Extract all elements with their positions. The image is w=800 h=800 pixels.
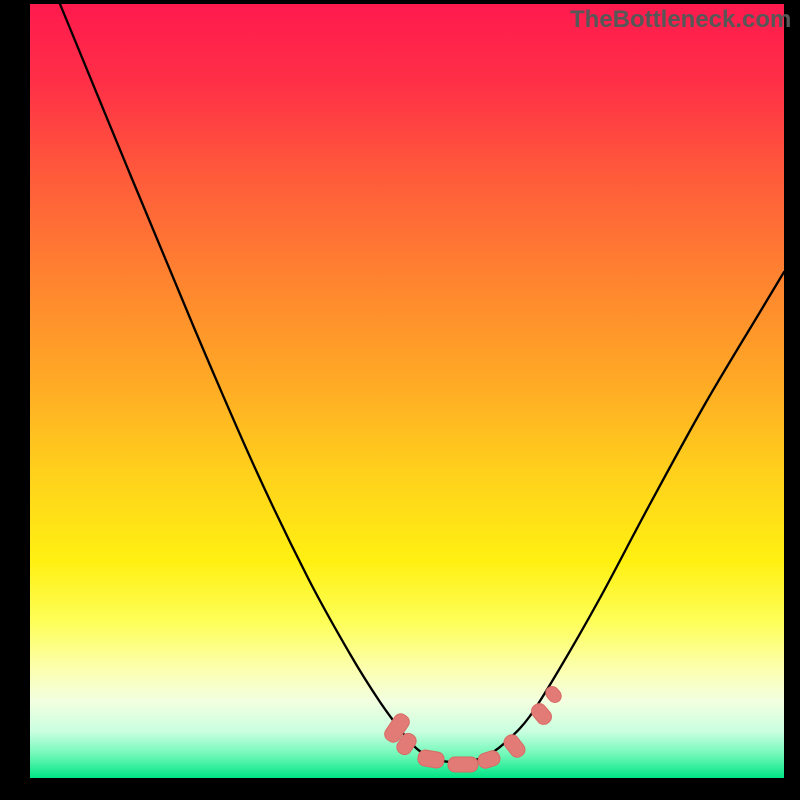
- bottleneck-curve: [60, 4, 784, 762]
- optimal-zone-markers: [382, 684, 564, 772]
- optimal-marker: [501, 732, 528, 760]
- optimal-marker: [417, 749, 445, 769]
- optimal-marker: [543, 684, 564, 705]
- optimal-marker: [529, 701, 555, 727]
- optimal-marker: [476, 749, 502, 770]
- chart-svg: [0, 0, 800, 800]
- optimal-marker: [448, 757, 478, 772]
